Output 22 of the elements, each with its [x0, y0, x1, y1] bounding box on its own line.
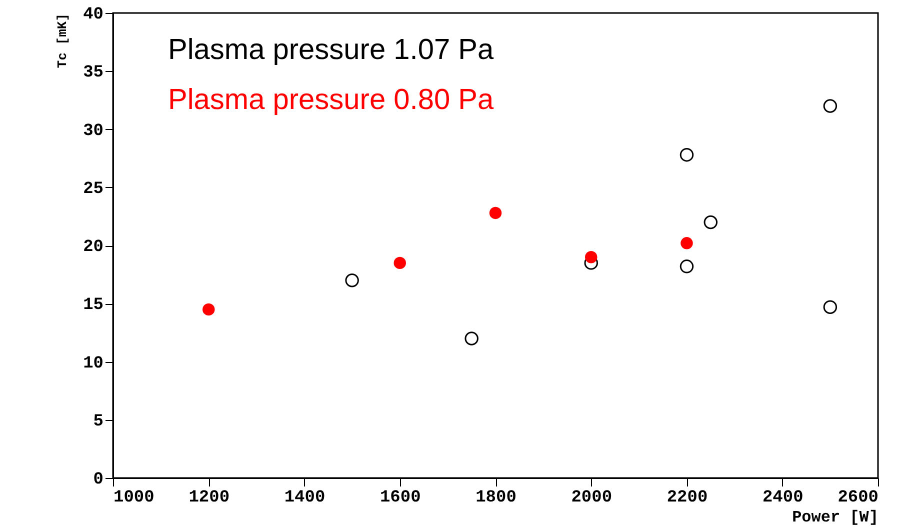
y-tick-label: 10	[83, 354, 104, 374]
y-tick-label: 35	[83, 64, 104, 83]
x-tick-label: 1400	[284, 488, 326, 508]
text: Plasma pressure 1.07 Pa	[168, 34, 494, 66]
x-tick-label: 1800	[476, 488, 516, 508]
x-tick-label: 2000	[571, 488, 612, 508]
x-tick-label: 1600	[380, 488, 421, 508]
x-tick-label: 2200	[666, 488, 708, 508]
y-axis-title: Tc [mK]	[55, 14, 70, 68]
x-tick-label: 1200	[188, 488, 230, 508]
y-tick-label: 20	[83, 238, 104, 257]
y-tick-label: 5	[93, 412, 104, 432]
y-tick-label: 40	[83, 6, 104, 24]
x-tick-label: 2400	[762, 488, 804, 508]
x-tick-label: 2600	[838, 488, 878, 508]
x-axis-title: Power [W]	[792, 508, 878, 526]
y-tick-label: 0	[93, 470, 104, 490]
text: Plasma pressure 0.80 Pa	[168, 84, 494, 116]
x-tick-label: 1000	[114, 488, 154, 508]
y-tick-label: 15	[83, 296, 104, 316]
y-tick-label: 30	[83, 122, 104, 141]
y-tick-label: 25	[83, 180, 104, 199]
